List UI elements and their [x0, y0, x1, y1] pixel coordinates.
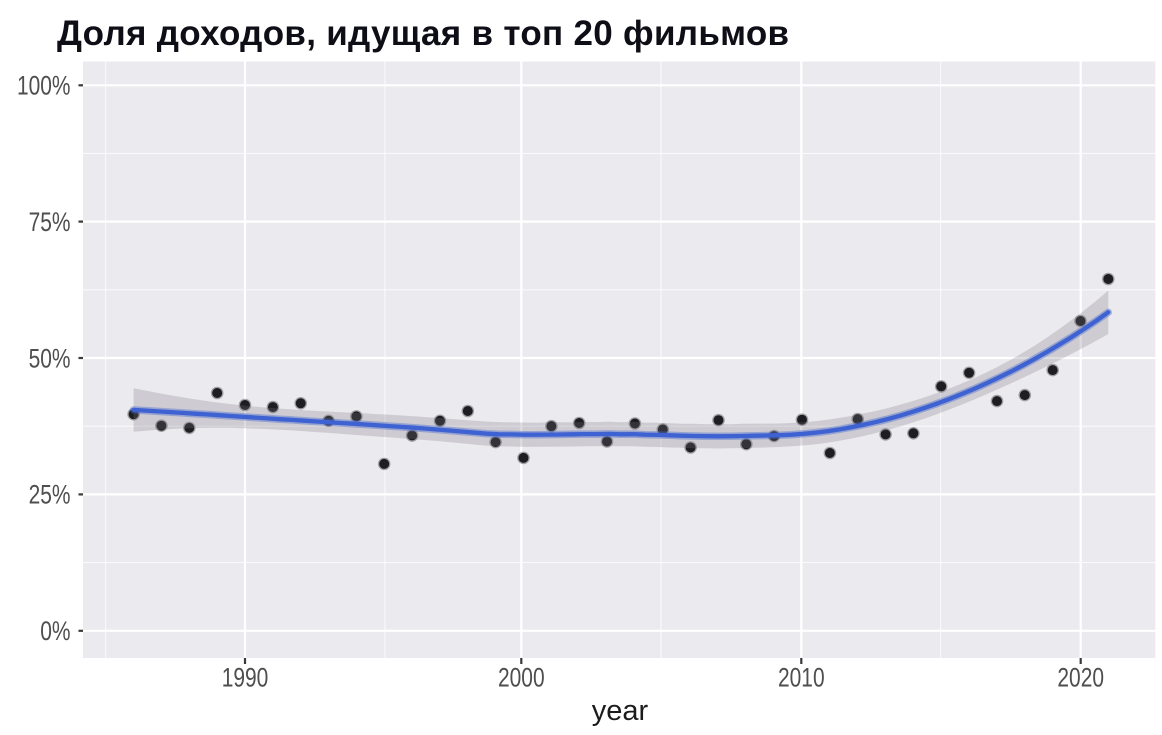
svg-text:25%: 25% — [29, 480, 71, 510]
svg-text:0%: 0% — [40, 616, 70, 646]
svg-text:2010: 2010 — [778, 663, 825, 693]
svg-text:2000: 2000 — [498, 663, 545, 693]
svg-text:100%: 100% — [17, 71, 71, 101]
svg-text:1990: 1990 — [222, 663, 269, 693]
svg-text:75%: 75% — [29, 207, 71, 237]
svg-text:year: year — [592, 695, 649, 727]
svg-text:2020: 2020 — [1057, 663, 1104, 693]
svg-text:50%: 50% — [29, 343, 71, 373]
